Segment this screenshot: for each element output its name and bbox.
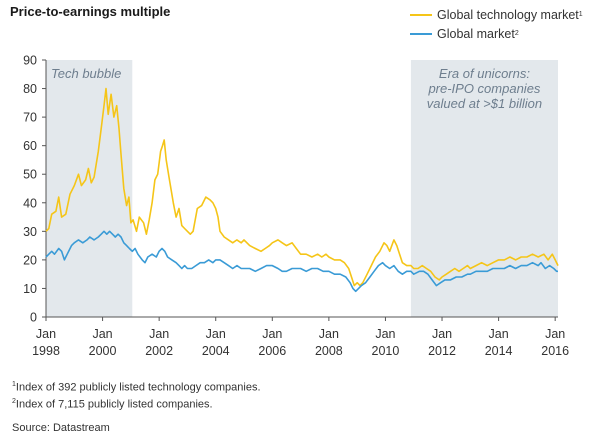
x-tick-label-2004-month: Jan — [206, 327, 226, 341]
x-tick-label-2004-year: 2004 — [202, 344, 230, 358]
line-chart: Tech bubble Era of unicorns:pre-IPO compa… — [23, 54, 569, 359]
x-tick-label-2002-month: Jan — [149, 327, 169, 341]
footnote-1-text: Index of 392 publicly listed technology … — [15, 381, 261, 394]
x-tick-label-2014-year: 2014 — [485, 344, 513, 358]
legend-swatch-tech — [410, 13, 432, 16]
x-tick-label-2000-year: 2000 — [89, 344, 117, 358]
y-tick-label-20: 20 — [23, 253, 37, 267]
legend: Global technology market 1 Global market 2 — [410, 5, 583, 43]
shaded-region-1-label-2: valued at >$1 billion — [427, 96, 542, 111]
series-line-tech — [45, 87, 559, 287]
footnote-2-marker: 2 — [12, 397, 16, 405]
x-tick-label-2000-month: Jan — [92, 327, 112, 341]
shaded-region-1-label-1: pre-IPO companies — [427, 81, 540, 96]
footnote-1: 1Index of 392 publicly listed technology… — [12, 378, 261, 395]
footnote-2-text: Index of 7,115 publicly listed companies… — [15, 398, 213, 411]
x-tick-label-2006-year: 2006 — [258, 344, 286, 358]
legend-item-tech: Global technology market 1 — [410, 5, 583, 24]
shaded-region-1 — [410, 60, 558, 317]
chart-title: Price-to-earnings multiple — [10, 4, 171, 19]
footnote-1-marker: 1 — [12, 381, 16, 388]
legend-label-global: Global market — [437, 26, 515, 41]
y-tick-label-80: 80 — [23, 82, 37, 96]
y-tick-label-40: 40 — [23, 196, 37, 210]
shaded-region-0-label-0: Tech bubble — [51, 66, 121, 81]
shaded-region-1-label-0: Era of unicorns: — [439, 66, 530, 81]
y-tick-label-0: 0 — [30, 311, 37, 325]
x-tick-label-1998-year: 1998 — [32, 344, 60, 358]
x-tick-label-1998-month: Jan — [36, 327, 56, 341]
y-tick-label-30: 30 — [23, 225, 37, 239]
x-tick-label-2014-month: Jan — [489, 327, 509, 341]
series-line-global — [45, 230, 558, 293]
x-tick-label-2010-year: 2010 — [372, 344, 400, 358]
legend-swatch-global — [410, 32, 432, 35]
x-tick-label-2016-month: Jan — [545, 327, 565, 341]
x-tick-label-2008-month: Jan — [319, 327, 339, 341]
legend-item-global: Global market 2 — [410, 24, 583, 43]
x-tick-label-2012-year: 2012 — [428, 344, 456, 358]
legend-sup-global: 2 — [514, 30, 519, 37]
footnotes: 1Index of 392 publicly listed technology… — [12, 378, 261, 411]
legend-sup-tech: 1 — [578, 11, 583, 18]
y-tick-label-70: 70 — [23, 111, 37, 125]
source-note: Source: Datastream — [12, 422, 110, 434]
y-tick-label-10: 10 — [23, 282, 37, 296]
legend-label-tech: Global technology market — [437, 7, 579, 22]
x-tick-label-2016-year: 2016 — [541, 344, 569, 358]
x-tick-label-2008-year: 2008 — [315, 344, 343, 358]
x-tick-label-2012-month: Jan — [432, 327, 452, 341]
x-tick-label-2010-month: Jan — [375, 327, 395, 341]
y-tick-label-50: 50 — [23, 168, 37, 182]
x-tick-label-2006-month: Jan — [262, 327, 282, 341]
y-tick-label-90: 90 — [23, 54, 37, 68]
x-tick-label-2002-year: 2002 — [145, 344, 173, 358]
shaded-region-0 — [46, 60, 133, 317]
footnote-2: 2Index of 7,115 publicly listed companie… — [12, 395, 261, 412]
y-tick-label-60: 60 — [23, 139, 37, 153]
